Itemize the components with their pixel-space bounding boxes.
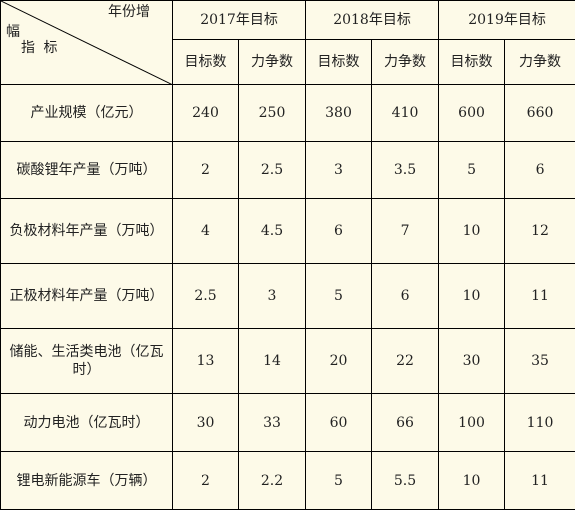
table-cell: 100 bbox=[439, 394, 505, 452]
header-row-years: 年份增 幅 指 标 2017年目标 2018年目标 2019年目标 bbox=[1, 1, 575, 40]
year-header-2018: 2018年目标 bbox=[306, 1, 439, 40]
table-cell: 2.5 bbox=[239, 142, 306, 199]
table-cell: 12 bbox=[505, 199, 575, 264]
table-cell: 60 bbox=[306, 394, 372, 452]
subheader-cell: 目标数 bbox=[173, 40, 239, 85]
table-cell: 2.2 bbox=[239, 452, 306, 510]
table-cell: 30 bbox=[439, 329, 505, 394]
table-cell: 66 bbox=[372, 394, 439, 452]
table-cell: 10 bbox=[439, 452, 505, 510]
table-cell: 2.5 bbox=[173, 264, 239, 329]
table-cell: 6 bbox=[306, 199, 372, 264]
table-cell: 14 bbox=[239, 329, 306, 394]
table-cell: 2 bbox=[173, 452, 239, 510]
table-cell: 5 bbox=[306, 452, 372, 510]
table-cell: 600 bbox=[439, 85, 505, 142]
corner-label-left: 幅 bbox=[6, 23, 20, 41]
table-cell: 3 bbox=[306, 142, 372, 199]
table-row: 动力电池（亿瓦时） 30 33 60 66 100 110 bbox=[1, 394, 575, 452]
corner-header-cell: 年份增 幅 指 标 bbox=[1, 1, 173, 85]
row-label: 动力电池（亿瓦时） bbox=[1, 394, 173, 452]
table-cell: 35 bbox=[505, 329, 575, 394]
table-cell: 11 bbox=[505, 264, 575, 329]
corner-label-top: 年份增 bbox=[108, 3, 150, 21]
table-cell: 3 bbox=[239, 264, 306, 329]
subheader-cell: 目标数 bbox=[306, 40, 372, 85]
table-cell: 33 bbox=[239, 394, 306, 452]
table-cell: 7 bbox=[372, 199, 439, 264]
row-label: 锂电新能源车（万辆） bbox=[1, 452, 173, 510]
table-cell: 240 bbox=[173, 85, 239, 142]
table-cell: 10 bbox=[439, 264, 505, 329]
table-cell: 6 bbox=[372, 264, 439, 329]
table-cell: 380 bbox=[306, 85, 372, 142]
table-cell: 11 bbox=[505, 452, 575, 510]
row-label: 产业规模（亿元） bbox=[1, 85, 173, 142]
table-cell: 13 bbox=[173, 329, 239, 394]
subheader-cell: 力争数 bbox=[372, 40, 439, 85]
row-label: 正极材料年产量（万吨） bbox=[1, 264, 173, 329]
row-label: 储能、生活类电池（亿瓦时） bbox=[1, 329, 173, 394]
table-cell: 2 bbox=[173, 142, 239, 199]
table-cell: 5.5 bbox=[372, 452, 439, 510]
table-cell: 4 bbox=[173, 199, 239, 264]
table-cell: 660 bbox=[505, 85, 575, 142]
table-cell: 6 bbox=[505, 142, 575, 199]
table-cell: 110 bbox=[505, 394, 575, 452]
table-cell: 410 bbox=[372, 85, 439, 142]
table-row: 正极材料年产量（万吨） 2.5 3 5 6 10 11 bbox=[1, 264, 575, 329]
table-cell: 4.5 bbox=[239, 199, 306, 264]
corner-label-bottom: 指 标 bbox=[21, 39, 59, 57]
table-cell: 22 bbox=[372, 329, 439, 394]
year-header-2017: 2017年目标 bbox=[173, 1, 306, 40]
subheader-cell: 力争数 bbox=[239, 40, 306, 85]
table-row: 锂电新能源车（万辆） 2 2.2 5 5.5 10 11 bbox=[1, 452, 575, 510]
table-row: 产业规模（亿元） 240 250 380 410 600 660 bbox=[1, 85, 575, 142]
table-cell: 5 bbox=[439, 142, 505, 199]
subheader-cell: 目标数 bbox=[439, 40, 505, 85]
table-cell: 250 bbox=[239, 85, 306, 142]
year-header-2019: 2019年目标 bbox=[439, 1, 575, 40]
table-row: 负极材料年产量（万吨） 4 4.5 6 7 10 12 bbox=[1, 199, 575, 264]
table-cell: 3.5 bbox=[372, 142, 439, 199]
table-cell: 20 bbox=[306, 329, 372, 394]
table-cell: 5 bbox=[306, 264, 372, 329]
table-cell: 30 bbox=[173, 394, 239, 452]
table-cell: 10 bbox=[439, 199, 505, 264]
row-label: 负极材料年产量（万吨） bbox=[1, 199, 173, 264]
subheader-cell: 力争数 bbox=[505, 40, 575, 85]
table-row: 储能、生活类电池（亿瓦时） 13 14 20 22 30 35 bbox=[1, 329, 575, 394]
table-row: 碳酸锂年产量（万吨） 2 2.5 3 3.5 5 6 bbox=[1, 142, 575, 199]
row-label: 碳酸锂年产量（万吨） bbox=[1, 142, 173, 199]
